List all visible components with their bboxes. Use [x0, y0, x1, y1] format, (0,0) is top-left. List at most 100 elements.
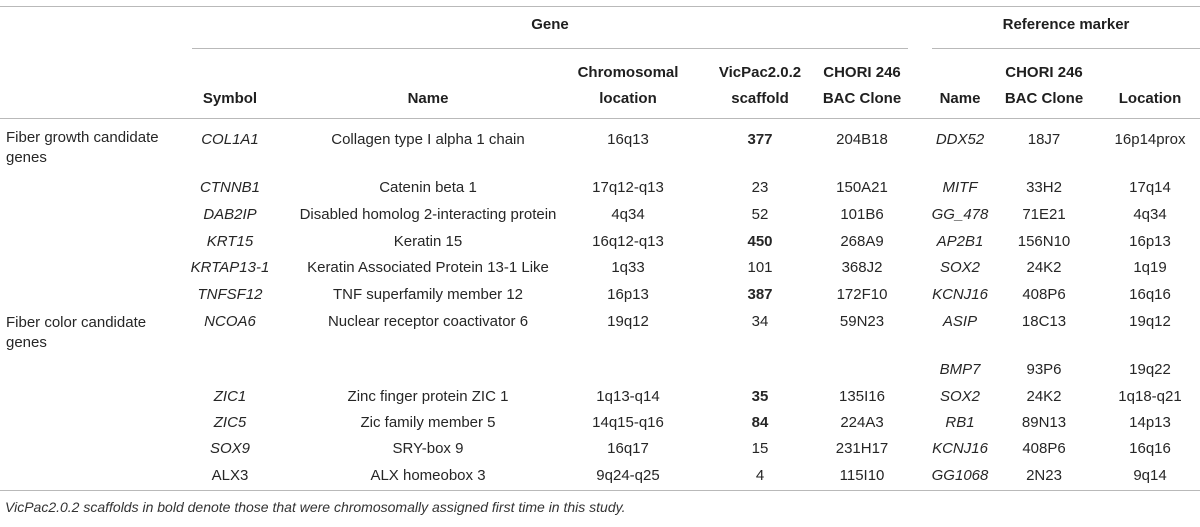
cell-clone: 101B6	[840, 206, 884, 223]
cell-symbol: COL1A1	[201, 131, 259, 148]
cell-name: Collagen type I alpha 1 chain	[331, 131, 525, 148]
cell-ref-clone: 18J7	[1027, 131, 1061, 148]
cell-clone: 172F10	[836, 286, 888, 303]
cell-clone: 231H17	[835, 440, 889, 457]
cell-ref-clone: 408P6	[1022, 286, 1066, 303]
cell-ref-location: 4q34	[1133, 206, 1167, 223]
cell-ref-name: RB1	[945, 414, 975, 431]
cell-ref-location: 1q18-q21	[1118, 388, 1182, 405]
cell-clone: 135I16	[839, 388, 885, 405]
cell-scaffold: 15	[751, 440, 769, 457]
col-header-name: Name	[407, 90, 449, 107]
gene-group-rule	[192, 48, 908, 49]
cell-scaffold: 84	[751, 414, 769, 431]
cell-symbol: ZIC5	[213, 414, 247, 431]
cell-ref-name: KCNJ16	[932, 286, 988, 303]
cell-name: Zic family member 5	[360, 414, 496, 431]
cell-ref-name: MITF	[942, 179, 978, 196]
cell-name: Keratin 15	[393, 233, 463, 250]
cell-ref-location: 19q22	[1129, 361, 1171, 378]
cell-ref-location: 1q19	[1133, 259, 1167, 276]
col-header-chori-clone-1: CHORI 246	[823, 64, 901, 81]
category-fiber-color: Fiber color candidate genes	[6, 313, 186, 353]
cell-ref-clone: 18C13	[1021, 313, 1067, 330]
category-line: Fiber color candidate	[6, 314, 147, 331]
cell-symbol: TNFSF12	[197, 286, 263, 303]
cell-symbol: KRT15	[206, 233, 254, 250]
cell-name: Disabled homolog 2-interacting protein	[299, 206, 557, 223]
table-footnote: VicPac2.0.2 scaffolds in bold denote tho…	[5, 499, 626, 515]
cell-symbol: DAB2IP	[203, 206, 257, 223]
col-header-symbol: Symbol	[202, 90, 258, 107]
cell-ref-clone: 408P6	[1022, 440, 1066, 457]
cell-clone: 368J2	[841, 259, 883, 276]
cell-ref-location: 16q16	[1129, 286, 1171, 303]
cell-clone: 59N23	[839, 313, 885, 330]
category-line: Fiber growth candidate	[6, 129, 159, 146]
cell-scaffold: 387	[747, 286, 773, 303]
cell-ref-clone: 71E21	[1022, 206, 1066, 223]
category-line: genes	[6, 334, 47, 351]
cell-ref-name: AP2B1	[936, 233, 984, 250]
header-bottom-rule	[0, 118, 1200, 119]
cell-clone: 115I10	[839, 467, 885, 484]
cell-ref-clone: 93P6	[1026, 361, 1062, 378]
cell-scaffold: 4	[755, 467, 765, 484]
cell-clone: 224A3	[840, 414, 884, 431]
cell-ref-name: GG1068	[931, 467, 989, 484]
col-header-chrom-location-1: Chromosomal	[577, 64, 679, 81]
cell-scaffold: 101	[747, 259, 773, 276]
cell-ref-clone: 33H2	[1026, 179, 1062, 196]
cell-clone: 204B18	[836, 131, 888, 148]
cell-name: ALX homeobox 3	[370, 467, 486, 484]
cell-ref-clone: 89N13	[1021, 414, 1067, 431]
cell-ref-location: 9q14	[1133, 467, 1167, 484]
cell-clone: 150A21	[836, 179, 888, 196]
col-header-ref-location: Location	[1118, 90, 1182, 107]
col-header-chrom-location-2: location	[599, 90, 657, 107]
cell-ref-location: 16q16	[1129, 440, 1171, 457]
cell-ref-clone: 24K2	[1026, 259, 1062, 276]
cell-symbol: KRTAP13-1	[190, 259, 270, 276]
cell-ref-name: KCNJ16	[932, 440, 988, 457]
cell-name: Zinc finger protein ZIC 1	[347, 388, 509, 405]
cell-scaffold: 450	[747, 233, 773, 250]
cell-symbol: NCOA6	[204, 313, 256, 330]
cell-ref-location: 16p13	[1129, 233, 1171, 250]
group-header-gene: Gene	[531, 16, 569, 33]
cell-scaffold: 377	[747, 131, 773, 148]
cell-name: TNF superfamily member 12	[332, 286, 524, 303]
cell-ref-name: GG_478	[931, 206, 989, 223]
cell-location: 16p13	[607, 286, 649, 303]
cell-symbol: CTNNB1	[199, 179, 261, 196]
cell-ref-name: DDX52	[935, 131, 985, 148]
cell-name: Catenin beta 1	[379, 179, 477, 196]
cell-symbol: SOX9	[209, 440, 251, 457]
col-header-ref-clone-2: BAC Clone	[1004, 90, 1084, 107]
cell-location: 1q33	[611, 259, 645, 276]
cell-ref-name: SOX2	[939, 388, 981, 405]
cell-symbol: ZIC1	[213, 388, 247, 405]
cell-ref-location: 17q14	[1129, 179, 1171, 196]
cell-location: 14q15-q16	[592, 414, 664, 431]
cell-name: Nuclear receptor coactivator 6	[327, 313, 529, 330]
cell-ref-name: ASIP	[942, 313, 978, 330]
cell-location: 16q13	[607, 131, 649, 148]
top-rule	[0, 6, 1200, 7]
col-header-ref-clone-1: CHORI 246	[1005, 64, 1083, 81]
reference-group-rule	[932, 48, 1200, 49]
cell-scaffold: 23	[751, 179, 769, 196]
cell-ref-location: 14p13	[1129, 414, 1171, 431]
cell-clone: 268A9	[840, 233, 884, 250]
cell-symbol: ALX3	[211, 467, 249, 484]
cell-ref-name: BMP7	[939, 361, 981, 378]
col-header-scaffold-2: scaffold	[731, 90, 789, 107]
col-header-ref-name: Name	[939, 90, 981, 107]
cell-location: 17q12-q13	[592, 179, 664, 196]
cell-location: 9q24-q25	[596, 467, 660, 484]
cell-location: 19q12	[607, 313, 649, 330]
cell-location: 4q34	[611, 206, 645, 223]
cell-scaffold: 35	[751, 388, 769, 405]
cell-ref-clone: 156N10	[1017, 233, 1071, 250]
cell-ref-location: 19q12	[1129, 313, 1171, 330]
